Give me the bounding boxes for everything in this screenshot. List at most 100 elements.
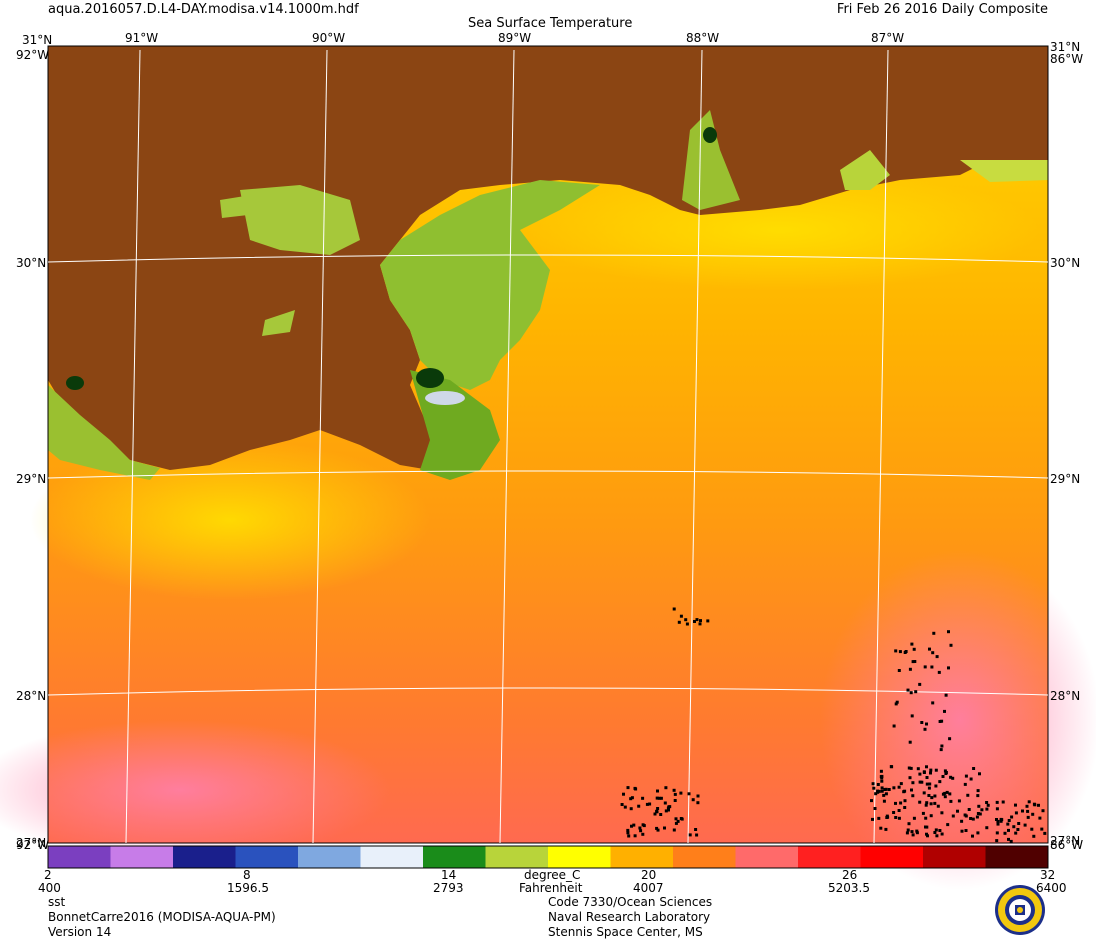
no-data-pixel (931, 701, 935, 705)
no-data-pixel (882, 799, 886, 803)
meridian-line (873, 49, 889, 844)
no-data-pixel (672, 788, 676, 792)
no-data-pixel (925, 782, 929, 786)
no-data-pixel (1027, 800, 1031, 804)
no-data-pixel (1026, 809, 1030, 813)
no-data-pixel (698, 622, 702, 626)
no-data-pixel (679, 614, 683, 618)
no-data-pixel (706, 619, 710, 623)
no-data-pixel (655, 809, 659, 813)
lat-label-30n-left: 30°N (16, 256, 47, 270)
meridian-line (687, 49, 703, 844)
no-data-pixel (927, 794, 931, 797)
colorbar-tick-fahrenheit: 6400 (1036, 881, 1067, 895)
no-data-pixel (948, 737, 952, 741)
no-data-pixel (880, 786, 884, 790)
no-data-pixel (918, 780, 922, 784)
no-data-pixel (656, 789, 659, 793)
no-data-pixel (903, 799, 907, 803)
no-data-pixel (1038, 816, 1042, 820)
no-data-pixel (933, 831, 937, 834)
colorbar-swatch (860, 846, 924, 868)
coastal-cool-water (840, 150, 890, 190)
land-mass (48, 46, 1048, 470)
no-data-pixel (1023, 823, 1027, 827)
composite-date: Fri Feb 26 2016 Daily Composite (836, 2, 1048, 17)
no-data-pixel (641, 823, 645, 827)
colorbar-unit-label: degree_C (524, 868, 581, 882)
no-data-pixel (903, 789, 907, 793)
no-data-pixel (657, 796, 661, 800)
no-data-pixel (884, 792, 888, 796)
no-data-pixel (912, 647, 916, 651)
no-data-pixel (978, 812, 982, 816)
no-data-pixel (910, 830, 914, 834)
coastal-cool-water (960, 160, 1048, 182)
lon-label-89w: 89°W (498, 31, 532, 45)
no-data-pixel (925, 776, 929, 779)
map-frame (47, 45, 1049, 844)
no-data-pixel (907, 766, 911, 770)
no-data-pixel (885, 814, 889, 818)
no-data-pixel (918, 772, 922, 776)
colorbar-swatch (298, 846, 361, 868)
colorbar-swatch (173, 846, 236, 868)
no-data-pixel (911, 833, 915, 837)
no-data-pixel (963, 813, 967, 817)
no-data-pixel (890, 765, 894, 769)
coastal-cool-water (380, 180, 600, 390)
no-data-pixel (957, 799, 961, 803)
coastal-cool-water (682, 110, 740, 210)
no-data-pixel (1025, 804, 1029, 808)
no-data-pixel (932, 631, 936, 635)
no-data-pixel (910, 642, 914, 646)
no-data-pixel (935, 655, 939, 659)
no-data-pixel (933, 794, 937, 798)
no-data-pixel (648, 802, 652, 806)
no-data-pixel (944, 772, 948, 775)
no-data-pixel (995, 800, 999, 804)
no-data-pixel (1007, 828, 1010, 832)
no-data-pixel (943, 791, 947, 795)
file-name: aqua.2016057.D.L4-DAY.modisa.v14.1000m.h… (48, 2, 359, 17)
no-data-pixel (908, 740, 912, 744)
no-data-pixel (879, 826, 883, 830)
no-data-pixel (916, 767, 920, 771)
no-data-pixel (908, 776, 912, 780)
no-data-pixel (880, 779, 884, 783)
no-data-pixel (923, 665, 927, 669)
no-data-pixel (909, 691, 913, 695)
no-data-pixel (897, 669, 901, 672)
no-data-pixel (629, 807, 633, 811)
no-data-pixel (925, 832, 928, 836)
corner-lat-bottom-left: 27°N (16, 836, 47, 850)
no-data-pixel (972, 767, 976, 770)
no-data-pixel (637, 804, 641, 808)
no-data-pixel (996, 822, 1000, 826)
no-data-pixel (696, 801, 700, 805)
lon-label-88w: 88°W (686, 31, 720, 45)
lon-label-87w: 87°W (871, 31, 905, 45)
no-data-pixel (626, 831, 630, 835)
no-data-pixel (663, 801, 667, 805)
no-data-pixel (963, 782, 967, 786)
no-data-pixel (940, 832, 944, 836)
no-data-pixel (921, 811, 925, 815)
no-data-pixel (659, 813, 663, 816)
lat-label-29n-right: 29°N (1050, 472, 1081, 486)
no-data-pixel (693, 620, 696, 623)
no-data-pixel (951, 776, 955, 780)
no-data-pixel (664, 786, 668, 790)
no-data-pixel (922, 791, 926, 795)
no-data-pixel (928, 782, 932, 786)
no-data-pixel (1012, 825, 1016, 829)
no-data-pixel (1014, 803, 1017, 807)
corner-lat-top-left: 31°N (22, 33, 53, 47)
colorbar-swatch (548, 846, 611, 868)
nrl-seal-icon (995, 885, 1045, 935)
no-data-pixel (645, 802, 649, 806)
coastal-cool-water (240, 185, 360, 255)
no-data-pixel (976, 794, 980, 798)
no-data-pixel (627, 834, 631, 838)
version-label: Version 14 (48, 925, 112, 939)
